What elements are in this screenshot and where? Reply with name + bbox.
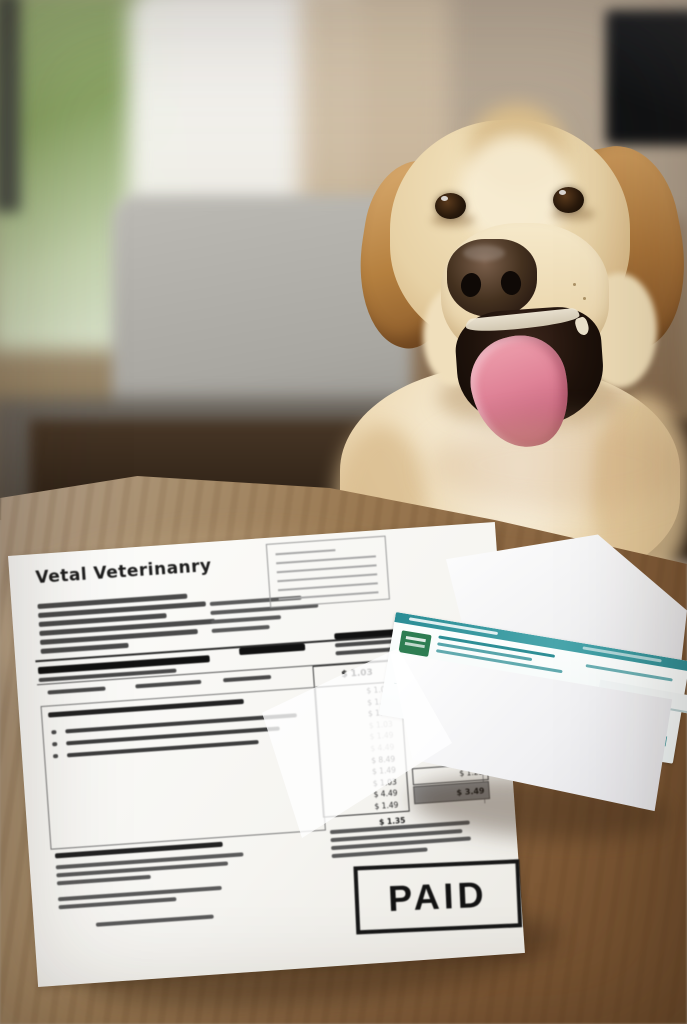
footer-line — [95, 914, 214, 927]
info-box-line — [276, 555, 376, 564]
dog-eye-right — [553, 187, 584, 213]
invoice-clinic-name: Vetal Veterinanry — [34, 555, 213, 589]
dog-nostril-right — [499, 269, 523, 297]
invoice-info-line — [210, 615, 282, 624]
info-box-line — [275, 549, 336, 555]
window-frame — [0, 0, 20, 212]
info-box-line — [278, 591, 379, 600]
invoice-info-line — [211, 624, 270, 633]
dog-canine-tooth — [573, 315, 591, 337]
table-header-cell — [223, 674, 272, 683]
invoice-address-line — [40, 642, 129, 654]
item-number — [52, 753, 59, 759]
table-header-cell — [135, 679, 202, 689]
dog-eye-left — [435, 193, 466, 219]
check-text-line — [585, 664, 673, 682]
tv-screen — [606, 10, 687, 145]
paid-stamp: PAID — [353, 859, 523, 935]
footer-line — [56, 874, 151, 886]
item-number — [51, 730, 57, 735]
info-box-line — [277, 582, 378, 591]
dog-head — [346, 103, 687, 457]
table-light-reflection-right — [430, 420, 687, 510]
whisker-dot — [573, 283, 576, 286]
table-header-cell — [47, 686, 106, 695]
dog-nose-highlight — [463, 245, 505, 261]
check-bank-logo — [398, 630, 432, 657]
line-items-title — [48, 698, 244, 718]
whisker-dot — [583, 297, 586, 300]
info-box-line — [277, 573, 378, 582]
dog-open-mouth — [453, 304, 607, 457]
dog-nostril-left — [459, 271, 483, 299]
invoice-info-box — [265, 535, 390, 608]
paid-stamp-text: PAID — [387, 873, 489, 919]
item-number — [52, 742, 58, 747]
dog-nose — [447, 239, 537, 317]
info-box-line — [276, 564, 377, 573]
